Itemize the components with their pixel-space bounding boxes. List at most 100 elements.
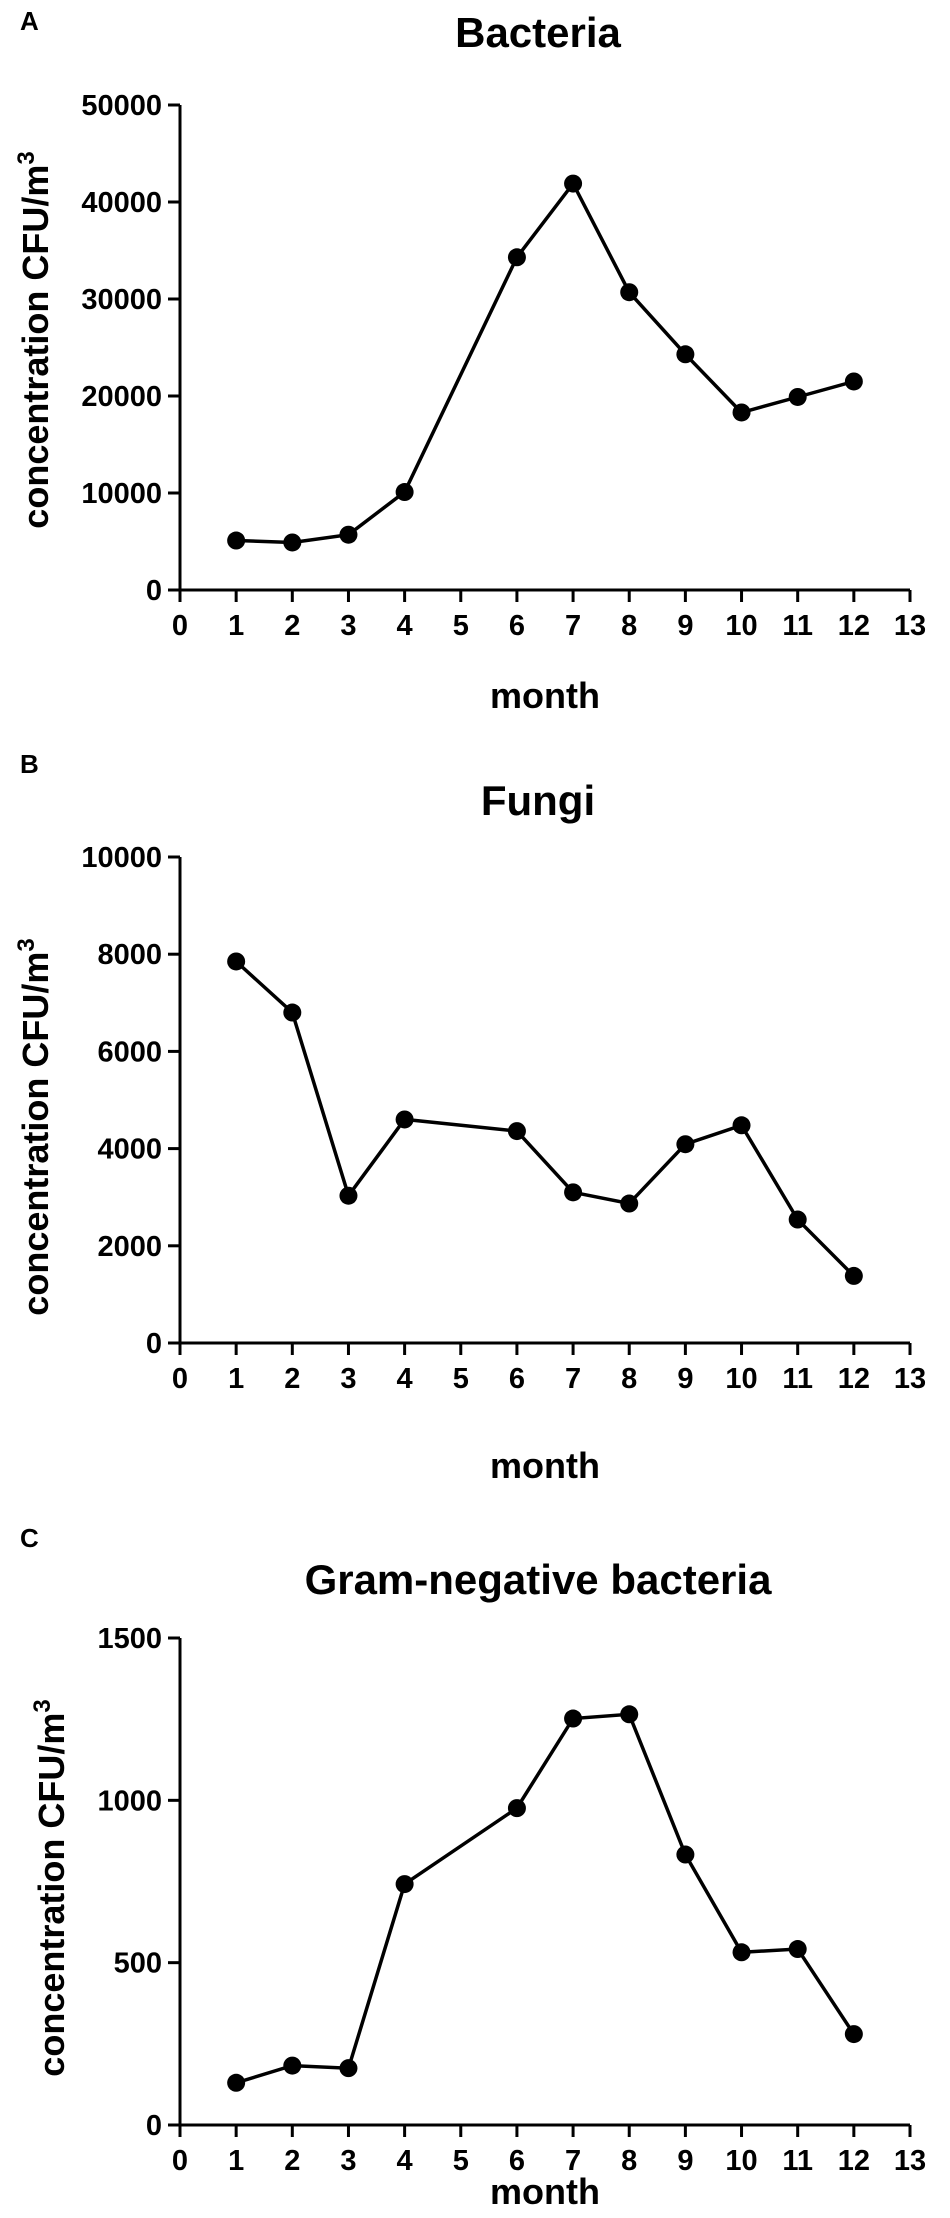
- y-tick-label: 0: [146, 575, 162, 607]
- data-point: [844, 372, 863, 391]
- x-tick-label: 12: [838, 1363, 870, 1395]
- x-tick-label: 11: [782, 1363, 813, 1395]
- plot-area: [227, 1705, 863, 2092]
- plot-area: [227, 952, 863, 1285]
- data-point: [844, 2025, 863, 2044]
- y-tick-label: 20000: [81, 381, 162, 413]
- x-axis-label: month: [490, 675, 600, 716]
- data-point: [395, 1110, 414, 1129]
- x-tick-label: 7: [565, 1363, 581, 1395]
- data-point: [788, 387, 807, 406]
- y-axis-label-main: concentration CFU/m: [31, 1713, 72, 2077]
- y-tick-label: 4000: [97, 1134, 162, 1166]
- x-tick-label: 1: [228, 1363, 244, 1395]
- x-tick-label: 6: [509, 1363, 525, 1395]
- x-tick-label: 5: [453, 610, 469, 642]
- x-tick-label: 1: [228, 2145, 244, 2177]
- x-tick-label: 12: [838, 610, 870, 642]
- x-tick-label: 10: [725, 610, 757, 642]
- data-point: [620, 1705, 639, 1724]
- data-point: [507, 1799, 526, 1818]
- data-point: [227, 2073, 246, 2092]
- y-tick-label: 10000: [81, 842, 162, 874]
- x-tick-label: 13: [894, 610, 926, 642]
- data-point: [227, 952, 246, 971]
- x-tick-label: 13: [894, 2145, 926, 2177]
- y-tick-label: 40000: [81, 187, 162, 219]
- x-tick-label: 5: [453, 2145, 469, 2177]
- x-tick-label: 10: [725, 1363, 757, 1395]
- y-tick-label: 500: [114, 1948, 162, 1980]
- data-point: [283, 533, 302, 552]
- y-tick-label: 1500: [97, 1623, 162, 1655]
- y-tick-label: 1000: [97, 1785, 162, 1817]
- x-tick-label: 11: [782, 2145, 813, 2177]
- series-line: [235, 1712, 856, 2085]
- x-tick-label: 3: [340, 2145, 356, 2177]
- data-point: [564, 1709, 583, 1728]
- x-tick-label: 9: [677, 1363, 693, 1395]
- x-tick-label: 5: [453, 1363, 469, 1395]
- data-point: [676, 345, 695, 364]
- y-tick-label: 8000: [97, 939, 162, 971]
- series-line: [236, 180, 855, 545]
- x-tick-label: 4: [397, 610, 413, 642]
- data-point: [788, 1210, 807, 1229]
- data-point: [283, 2056, 302, 2075]
- y-axis-label-superscript: 3: [13, 938, 40, 951]
- x-tick-label: 2: [284, 2145, 300, 2177]
- data-point: [676, 1135, 695, 1154]
- chart-title: Fungi: [481, 777, 595, 824]
- chart-title: Bacteria: [455, 9, 621, 56]
- y-axis-label: concentration CFU/m3: [13, 938, 56, 1315]
- x-axis-label: month: [490, 2171, 600, 2212]
- x-tick-label: 0: [172, 610, 188, 642]
- x-tick-label: 4: [397, 2145, 413, 2177]
- panel-b: B Fungi concentration CFU/m3 month 02000…: [13, 749, 926, 1486]
- data-point: [676, 1845, 695, 1864]
- y-axis-label-superscript: 3: [13, 151, 40, 164]
- data-point: [732, 1116, 751, 1135]
- y-tick-label: 0: [146, 1328, 162, 1360]
- y-axis-label-superscript: 3: [29, 1699, 56, 1712]
- y-axis-label-main: concentration CFU/m: [15, 952, 56, 1316]
- data-point: [732, 403, 751, 422]
- panel-letter: B: [20, 749, 39, 779]
- y-tick-label: 6000: [97, 1036, 162, 1068]
- data-point: [788, 1940, 807, 1959]
- x-tick-label: 8: [621, 610, 637, 642]
- series-line: [235, 960, 856, 1278]
- data-point: [507, 248, 526, 267]
- data-point: [564, 174, 583, 193]
- x-tick-label: 11: [782, 610, 813, 642]
- x-tick-label: 13: [894, 1363, 926, 1395]
- x-tick-label: 4: [397, 1363, 413, 1395]
- data-point: [339, 525, 358, 544]
- data-point: [620, 283, 639, 302]
- y-tick-label: 0: [146, 2110, 162, 2142]
- data-point: [227, 531, 246, 550]
- data-point: [395, 1875, 414, 1894]
- x-tick-label: 1: [228, 610, 244, 642]
- chart-title: Gram-negative bacteria: [305, 1556, 773, 1603]
- panel-letter: A: [20, 6, 39, 36]
- x-tick-label: 7: [565, 2145, 581, 2177]
- x-tick-label: 2: [284, 1363, 300, 1395]
- y-tick-label: 30000: [81, 284, 162, 316]
- panel-a: A Bacteria concentration CFU/m3 month 01…: [13, 6, 926, 716]
- data-point: [339, 1186, 358, 1205]
- data-point: [339, 2059, 358, 2078]
- x-tick-label: 3: [340, 610, 356, 642]
- data-point: [283, 1003, 302, 1022]
- data-point: [620, 1194, 639, 1213]
- panel-letter: C: [20, 1523, 39, 1553]
- x-tick-label: 0: [172, 2145, 188, 2177]
- x-axis-label: month: [490, 1445, 600, 1486]
- x-tick-label: 8: [621, 1363, 637, 1395]
- x-tick-label: 9: [677, 2145, 693, 2177]
- x-tick-label: 6: [509, 610, 525, 642]
- panel-c: C Gram-negative bacteria concentration C…: [20, 1523, 926, 2212]
